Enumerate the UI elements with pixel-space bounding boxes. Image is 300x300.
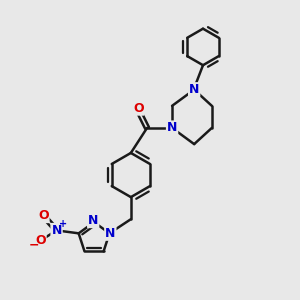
Text: −: − xyxy=(28,238,39,252)
Text: N: N xyxy=(51,224,62,237)
Text: O: O xyxy=(35,234,46,247)
Text: O: O xyxy=(38,209,49,222)
Text: N: N xyxy=(189,83,200,96)
Text: N: N xyxy=(105,227,116,240)
Text: O: O xyxy=(133,102,143,115)
Text: N: N xyxy=(88,214,98,227)
Text: +: + xyxy=(59,219,67,229)
Text: N: N xyxy=(167,122,177,134)
